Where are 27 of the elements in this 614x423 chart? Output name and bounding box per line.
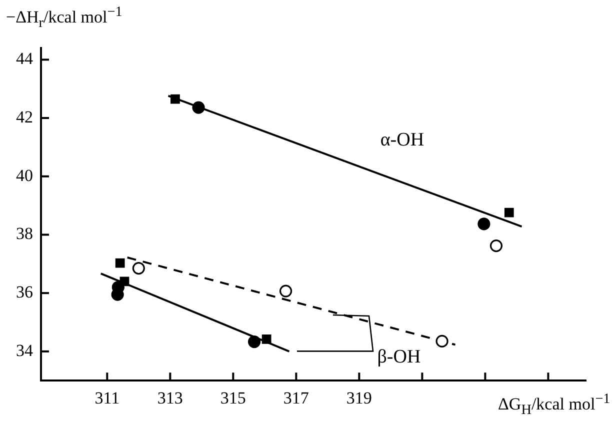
x-tick-label: 317 — [283, 388, 310, 408]
y-axis-title: −ΔH$_{r}$/kcal mol$^{−1}$ — [6, 4, 122, 32]
y-tick-label: 34 — [16, 340, 34, 360]
x-tick-label: 315 — [220, 388, 246, 408]
y-tick-label: 38 — [16, 224, 33, 244]
point — [504, 208, 514, 218]
point — [115, 258, 125, 268]
y-tick-label: 40 — [16, 166, 33, 185]
point — [436, 334, 448, 348]
point — [490, 240, 503, 252]
point — [478, 218, 490, 230]
point — [262, 334, 272, 344]
point — [248, 335, 261, 348]
x-tick-label: 319 — [346, 388, 372, 408]
annotation: β-OH — [377, 346, 421, 368]
point — [192, 101, 205, 114]
x-tick-label: 313 — [157, 388, 183, 408]
x-tick-label: 311 — [94, 388, 120, 408]
x-axis-title: ΔG$_{H}$/kcal mol$^{−1}$ — [498, 390, 610, 419]
point — [120, 276, 130, 286]
point — [170, 94, 180, 104]
annotation: α-OH — [380, 129, 424, 150]
y-tick-label: 44 — [16, 49, 34, 68]
point — [132, 262, 145, 275]
y-tick-label: 42 — [16, 107, 33, 126]
point — [279, 284, 292, 298]
y-tick-label: 36 — [16, 282, 33, 302]
